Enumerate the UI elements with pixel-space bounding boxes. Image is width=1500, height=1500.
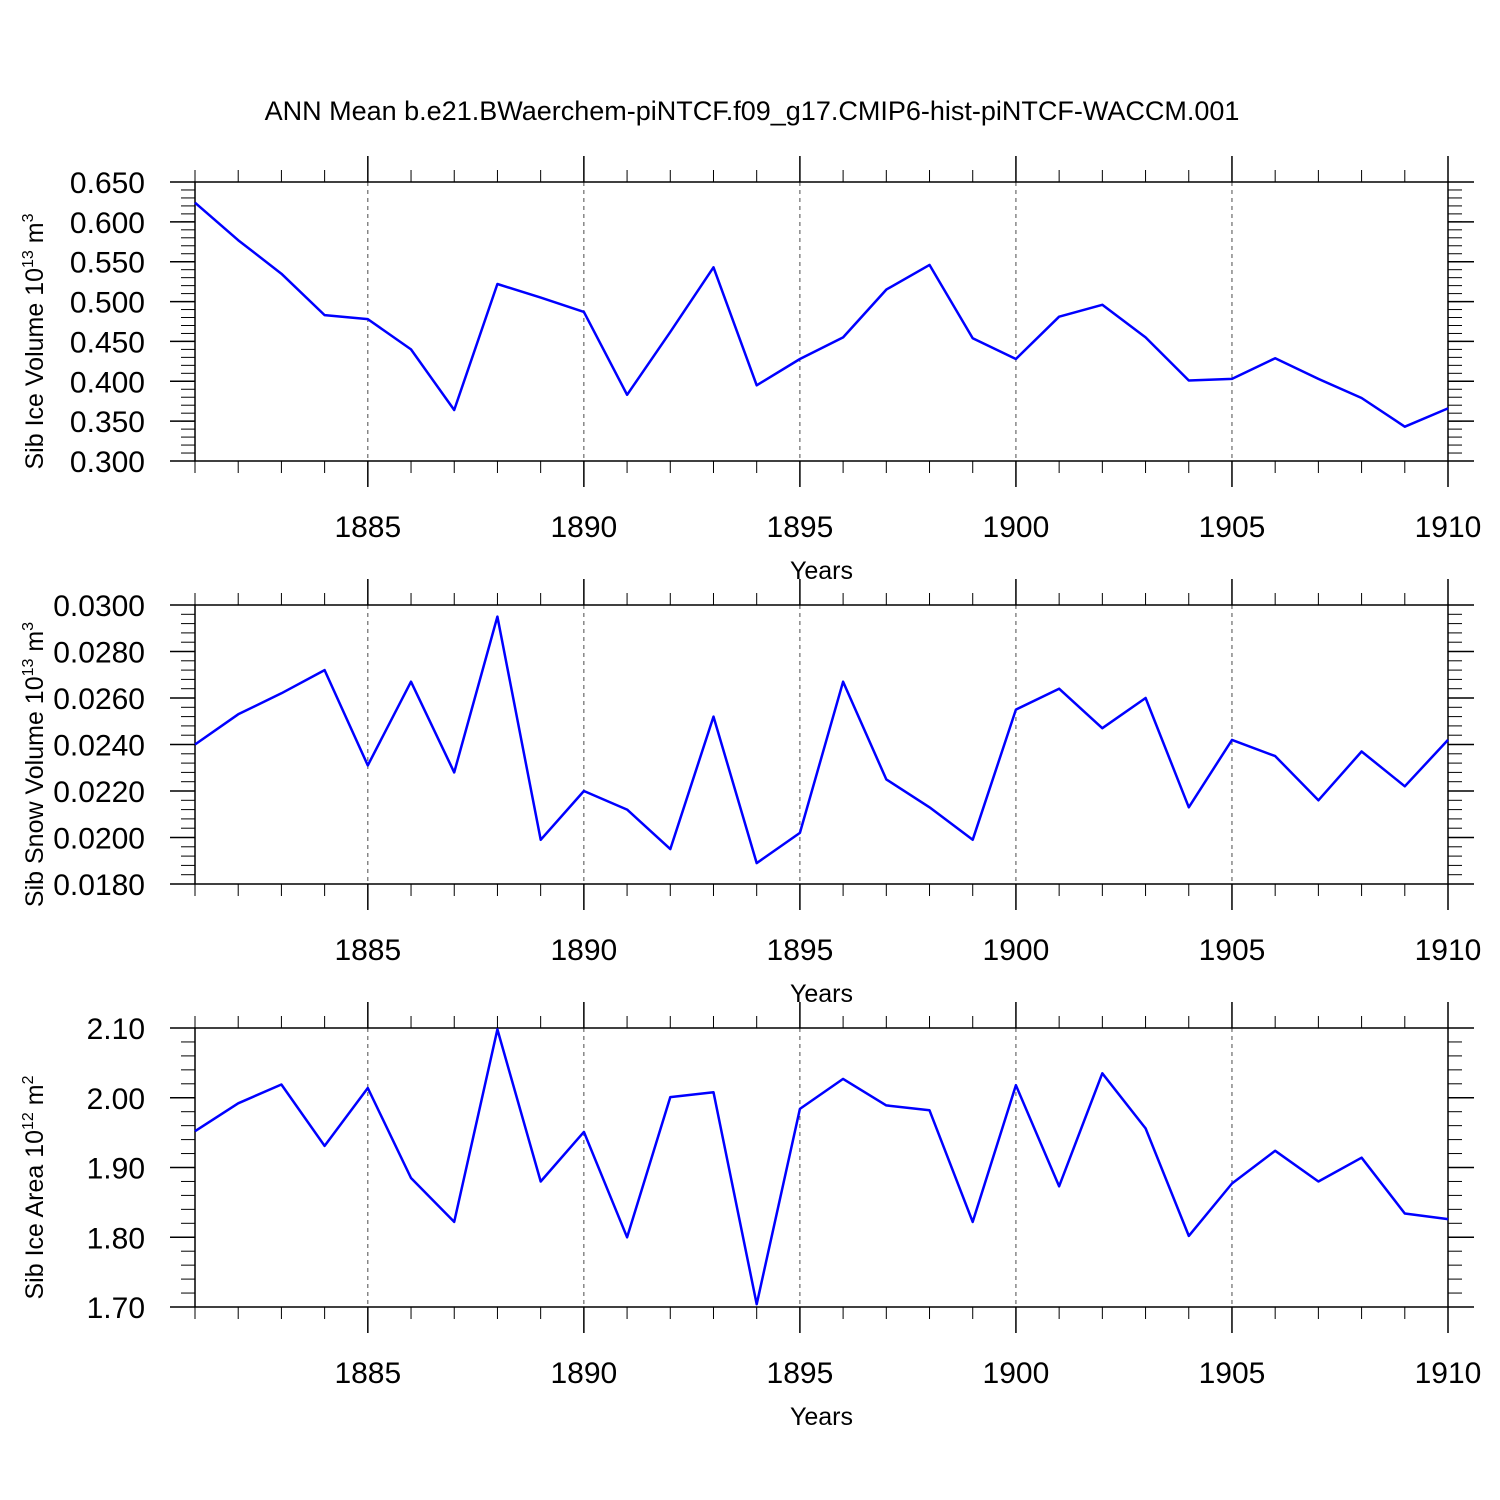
xtick-label: 1895 <box>767 511 834 544</box>
ytick-label: 0.0200 <box>53 823 145 856</box>
xtick-label: 1910 <box>1415 511 1482 544</box>
series-line <box>194 201 1449 428</box>
xtick-label: 1885 <box>334 934 401 967</box>
xtick-label: 1905 <box>1199 511 1266 544</box>
ytick-label: 0.500 <box>70 287 145 320</box>
xtick-label: 1885 <box>334 1357 401 1390</box>
panels: 0.300 0.350 0.400 0.450 0.500 0.550 0.600 0.650… <box>20 156 1481 1431</box>
ytick-label: 0.350 <box>70 406 145 439</box>
xtick-label: 1900 <box>983 1357 1050 1390</box>
xtick-label: 1890 <box>550 511 617 544</box>
plot-frame <box>194 604 1449 885</box>
xtick-label: 1890 <box>550 1357 617 1390</box>
ytick-label: 0.0240 <box>53 730 145 763</box>
ytick-label: 2.10 <box>87 1013 145 1046</box>
ytick-label: 0.400 <box>70 366 145 399</box>
y-axis-label: Sib Snow Volume 1013 m3 <box>20 622 49 907</box>
ytick-label: 1.80 <box>87 1222 145 1255</box>
xtick-label: 1885 <box>334 511 401 544</box>
xtick-label: 1905 <box>1199 1357 1266 1390</box>
ytick-label: 2.00 <box>87 1083 145 1116</box>
panel-2: 0.0180 0.0200 0.0220 0.0240 0.0260 0.0280 0.03… <box>20 579 1481 1008</box>
xtick-label: 1890 <box>550 934 617 967</box>
ytick-label: 0.0180 <box>53 869 145 902</box>
figure-title: ANN Mean b.e21.BWaerchem-piNTCF.f09_g17.… <box>265 96 1240 126</box>
series-line <box>194 1028 1449 1306</box>
ytick-label: 0.550 <box>70 247 145 280</box>
x-axis-label: Years <box>790 1403 853 1431</box>
y-axis-label: Sib Ice Volume 1013 m3 <box>20 213 49 469</box>
xtick-label: 1905 <box>1199 934 1266 967</box>
ytick-label: 0.0220 <box>53 776 145 809</box>
ytick-label: 0.0280 <box>53 637 145 670</box>
y-axis-label: Sib Ice Area 1012 m2 <box>20 1075 49 1299</box>
ytick-label: 0.450 <box>70 326 145 359</box>
plot-frame <box>194 1027 1449 1308</box>
xtick-label: 1910 <box>1415 934 1482 967</box>
xtick-label: 1895 <box>767 1357 834 1390</box>
ytick-label: 0.0300 <box>53 590 145 623</box>
ytick-label: 0.0260 <box>53 683 145 716</box>
series-line <box>194 615 1449 865</box>
ytick-label: 0.600 <box>70 207 145 240</box>
panel-1: 0.300 0.350 0.400 0.450 0.500 0.550 0.600 0.650… <box>20 156 1481 585</box>
xtick-label: 1910 <box>1415 1357 1482 1390</box>
ytick-label: 0.650 <box>70 167 145 200</box>
xtick-label: 1895 <box>767 934 834 967</box>
xtick-label: 1900 <box>983 934 1050 967</box>
xtick-label: 1900 <box>983 511 1050 544</box>
ytick-label: 1.90 <box>87 1153 145 1186</box>
panel-3: 1.70 1.80 1.90 2.00 2.10 1885 1890 1895 1900 1905… <box>20 1002 1481 1431</box>
ytick-label: 0.300 <box>70 446 145 479</box>
ytick-label: 1.70 <box>87 1292 145 1325</box>
plot-frame <box>194 181 1449 462</box>
